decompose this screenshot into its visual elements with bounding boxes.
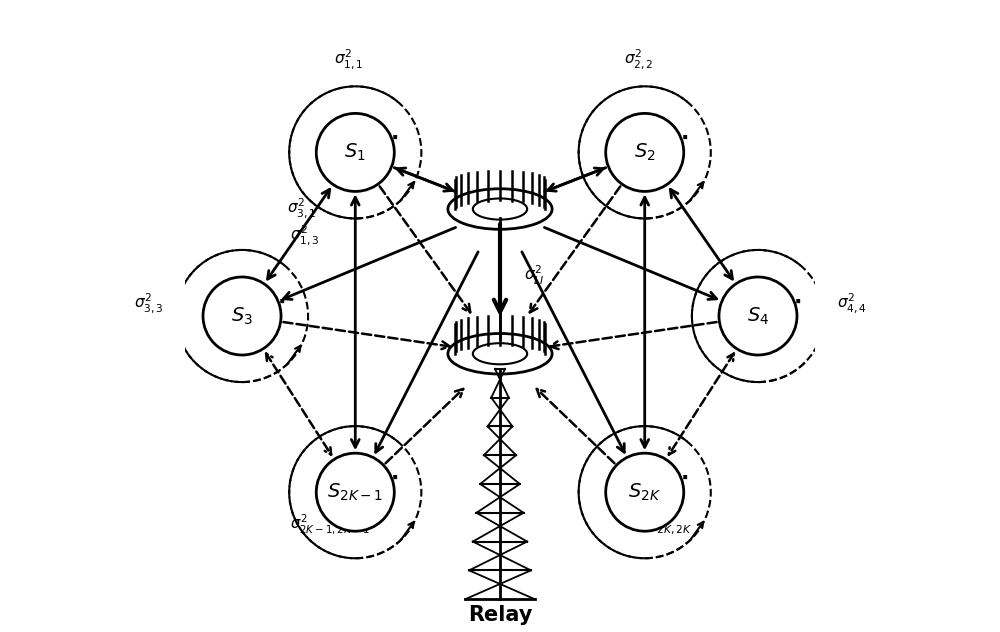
- Text: $\sigma_{3,1}^2$: $\sigma_{3,1}^2$: [287, 196, 317, 220]
- Text: ⋅: ⋅: [278, 293, 286, 313]
- Text: ⋅: ⋅: [391, 469, 399, 489]
- Text: $S_4$: $S_4$: [747, 305, 769, 327]
- Text: $S_3$: $S_3$: [231, 305, 253, 327]
- Circle shape: [203, 277, 281, 355]
- Text: $\sigma_{4,4}^2$: $\sigma_{4,4}^2$: [837, 291, 867, 315]
- Text: $\sigma_{2K-1,2K-1}^2$: $\sigma_{2K-1,2K-1}^2$: [290, 512, 370, 536]
- Circle shape: [316, 113, 394, 191]
- Text: ⋅: ⋅: [391, 129, 399, 149]
- Text: $\sigma_{1,3}^2$: $\sigma_{1,3}^2$: [290, 224, 320, 247]
- Text: $\sigma_{LI}^2$: $\sigma_{LI}^2$: [524, 264, 544, 287]
- Circle shape: [606, 453, 684, 531]
- Circle shape: [606, 113, 684, 191]
- Circle shape: [719, 277, 797, 355]
- Text: $\sigma_{1,1}^2$: $\sigma_{1,1}^2$: [334, 47, 364, 71]
- Text: $\sigma_{3,3}^2$: $\sigma_{3,3}^2$: [134, 291, 163, 315]
- Text: Relay: Relay: [468, 605, 532, 625]
- Text: $\sigma_{2,2}^2$: $\sigma_{2,2}^2$: [624, 47, 653, 71]
- Text: ⋅: ⋅: [680, 129, 689, 149]
- Text: $S_{2K-1}$: $S_{2K-1}$: [327, 482, 383, 503]
- Text: $S_2$: $S_2$: [634, 142, 656, 163]
- Circle shape: [316, 453, 394, 531]
- Text: $S_{2K}$: $S_{2K}$: [628, 482, 661, 503]
- Text: ⋅: ⋅: [680, 469, 689, 489]
- Text: $\sigma_{2K,2K}^2$: $\sigma_{2K,2K}^2$: [647, 512, 693, 536]
- Text: ⋅: ⋅: [794, 293, 802, 313]
- Text: $S_1$: $S_1$: [344, 142, 366, 163]
